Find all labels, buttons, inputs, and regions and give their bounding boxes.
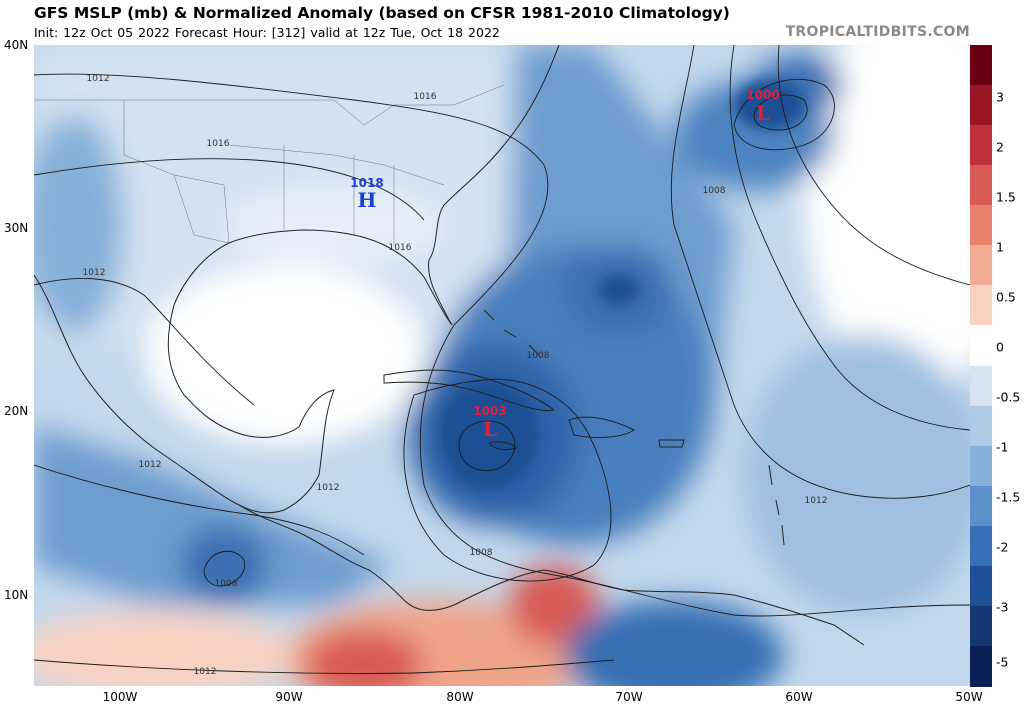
colorbar-tick-label: -2 xyxy=(996,539,1009,555)
brand-watermark: TROPICALTIDBITS.COM xyxy=(785,24,970,40)
lat-label-20n: 20N xyxy=(4,404,29,418)
colorbar-segment xyxy=(970,85,992,126)
isobar-label: 1016 xyxy=(413,92,437,102)
low-pressure-value-atlantic: 1000 xyxy=(746,88,780,102)
colorbar-tick-label: 2 xyxy=(996,139,1004,155)
colorbar-segment xyxy=(970,605,992,647)
colorbar-segment xyxy=(970,645,992,687)
map-subtitle: Init: 12z Oct 05 2022 Forecast Hour: [31… xyxy=(34,25,500,40)
colorbar-segment xyxy=(970,525,992,567)
high-pressure-value: 1018 xyxy=(350,176,384,190)
low-pressure-letter-atlantic: L xyxy=(755,101,771,125)
lon-label-100w: 100W xyxy=(102,690,138,704)
colorbar-segment xyxy=(970,565,992,607)
map-title: GFS MSLP (mb) & Normalized Anomaly (base… xyxy=(34,4,730,22)
isobar-label: 1012 xyxy=(193,667,217,677)
colorbar-segment xyxy=(970,285,992,326)
lon-label-90w: 90W xyxy=(275,690,303,704)
isobar-label: 1012 xyxy=(804,496,828,506)
colorbar-segment xyxy=(970,405,992,447)
isobar-label: 1012 xyxy=(86,74,110,84)
lon-label-60w: 60W xyxy=(785,690,813,704)
isobar-label: 1008 xyxy=(526,351,550,361)
isobar-label: 1012 xyxy=(316,483,340,493)
colorbar-tick-label: -1.5 xyxy=(996,489,1021,505)
isobar-label: 1012 xyxy=(82,268,106,278)
lon-label-80w: 80W xyxy=(446,690,474,704)
lat-label-30n: 30N xyxy=(4,221,29,235)
colorbar xyxy=(970,45,992,687)
colorbar-tick-label: 1 xyxy=(996,239,1004,255)
colorbar-tick-label: -3 xyxy=(996,599,1009,615)
high-pressure-letter: H xyxy=(357,188,377,212)
low-pressure-letter-caribbean: L xyxy=(482,417,498,441)
colorbar-segment xyxy=(970,325,992,366)
isobar-label: 1008 xyxy=(702,186,726,196)
colorbar-segment xyxy=(970,165,992,206)
isobar-label: 1008 xyxy=(469,548,493,558)
isobar-label: 1016 xyxy=(388,243,412,253)
lon-label-50w: 50W xyxy=(955,690,983,704)
isobar-label: 1012 xyxy=(138,460,162,470)
lon-label-70w: 70W xyxy=(615,690,643,704)
isobar-label: 1008 xyxy=(214,579,238,589)
isobar-label: 1016 xyxy=(206,139,230,149)
colorbar-tick-label: 3 xyxy=(996,89,1004,105)
colorbar-segment xyxy=(970,125,992,166)
colorbar-segment xyxy=(970,205,992,246)
colorbar-tick-label: 0 xyxy=(996,339,1004,355)
lat-label-10n: 10N xyxy=(4,588,29,602)
colorbar-segment xyxy=(970,445,992,487)
colorbar-tick-label: -1 xyxy=(996,439,1009,455)
colorbar-tick-label: 1.5 xyxy=(996,189,1016,205)
colorbar-tick-label: -0.5 xyxy=(996,389,1021,405)
lat-label-40n: 40N xyxy=(4,38,29,52)
colorbar-segment xyxy=(970,45,992,86)
colorbar-segment xyxy=(970,245,992,286)
low-pressure-value-caribbean: 1003 xyxy=(473,404,507,418)
colorbar-segment xyxy=(970,365,992,407)
colorbar-tick-label: 0.5 xyxy=(996,289,1016,305)
colorbar-tick-label: -5 xyxy=(996,654,1009,670)
anomaly-map xyxy=(34,45,970,686)
colorbar-segment xyxy=(970,485,992,527)
